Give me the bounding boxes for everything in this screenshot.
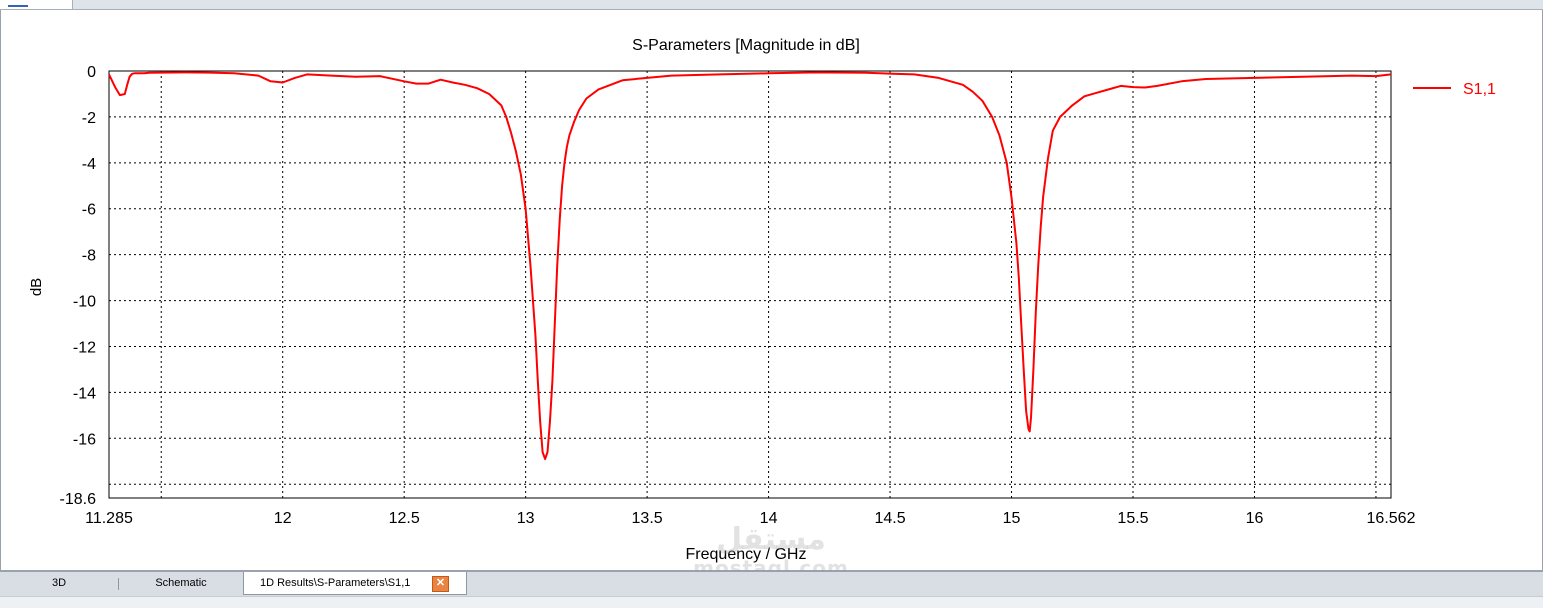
y-tick-label: -4 xyxy=(82,156,96,173)
view-tab-stub[interactable] xyxy=(0,0,73,9)
y-tick-label: 0 xyxy=(87,64,96,81)
y-tick-label: -6 xyxy=(82,202,96,219)
y-tick-label: -16 xyxy=(73,431,96,448)
x-axis-ticks: 11.285 12 12.5 13 13.5 14 14.5 15 15.5 16 16.562 xyxy=(85,510,1415,527)
legend[interactable]: S1,1 xyxy=(1413,81,1496,98)
tab-schematic[interactable]: Schematic xyxy=(122,572,240,595)
x-tick-label: 13 xyxy=(517,510,535,527)
close-icon[interactable]: ✕ xyxy=(432,576,449,592)
tab-1d-results-label: 1D Results\S-Parameters\S1,1 xyxy=(260,577,411,589)
grid-lines xyxy=(109,71,1391,498)
tab-3d-label: 3D xyxy=(51,577,67,589)
x-tick-label: 15.5 xyxy=(1117,510,1148,527)
x-tick-label: 14 xyxy=(760,510,778,527)
x-tick-label: 15 xyxy=(1003,510,1021,527)
bottom-panel-strip xyxy=(0,596,1543,608)
x-tick-label: 14.5 xyxy=(874,510,905,527)
tab-1d-results-s11[interactable]: 1D Results\S-Parameters\S1,1 ✕ xyxy=(243,572,467,595)
legend-label-s11: S1,1 xyxy=(1463,81,1496,98)
tab-separator xyxy=(118,578,119,590)
x-tick-label: 16.562 xyxy=(1367,510,1416,527)
chart-title: S-Parameters [Magnitude in dB] xyxy=(632,37,860,54)
view-tab-indicator xyxy=(8,5,28,7)
top-toolbar-strip xyxy=(0,0,1543,10)
y-tick-label: -8 xyxy=(82,248,96,265)
series-layer xyxy=(108,71,1392,460)
x-tick-label: 12.5 xyxy=(389,510,420,527)
s-parameter-chart[interactable]: S-Parameters [Magnitude in dB] 0 -2 -4 -6 -8… xyxy=(1,10,1542,570)
document-tab-bar: 3D Schematic 1D Results\S-Parameters\S1,… xyxy=(0,571,1543,596)
plot-area[interactable]: S-Parameters [Magnitude in dB] 0 -2 -4 -6 -8… xyxy=(0,10,1543,571)
y-tick-label: -14 xyxy=(73,385,96,402)
tab-3d[interactable]: 3D xyxy=(0,572,118,595)
x-tick-label: 12 xyxy=(274,510,292,527)
series-line-s11 xyxy=(108,71,1392,460)
x-tick-label: 13.5 xyxy=(632,510,663,527)
y-tick-label: -10 xyxy=(73,294,96,311)
tab-schematic-label: Schematic xyxy=(155,577,207,589)
x-tick-label: 11.285 xyxy=(85,510,133,527)
x-axis-label: Frequency / GHz xyxy=(686,546,807,563)
plot-frame xyxy=(108,70,1392,499)
x-tick-label: 16 xyxy=(1246,510,1264,527)
y-axis-ticks: 0 -2 -4 -6 -8 -10 -12 -14 -16 -18.6 xyxy=(60,64,97,508)
y-tick-label: -12 xyxy=(73,339,96,356)
y-tick-label: -2 xyxy=(82,110,96,127)
y-axis-label: dB xyxy=(28,278,45,296)
y-tick-label: -18.6 xyxy=(60,491,97,508)
